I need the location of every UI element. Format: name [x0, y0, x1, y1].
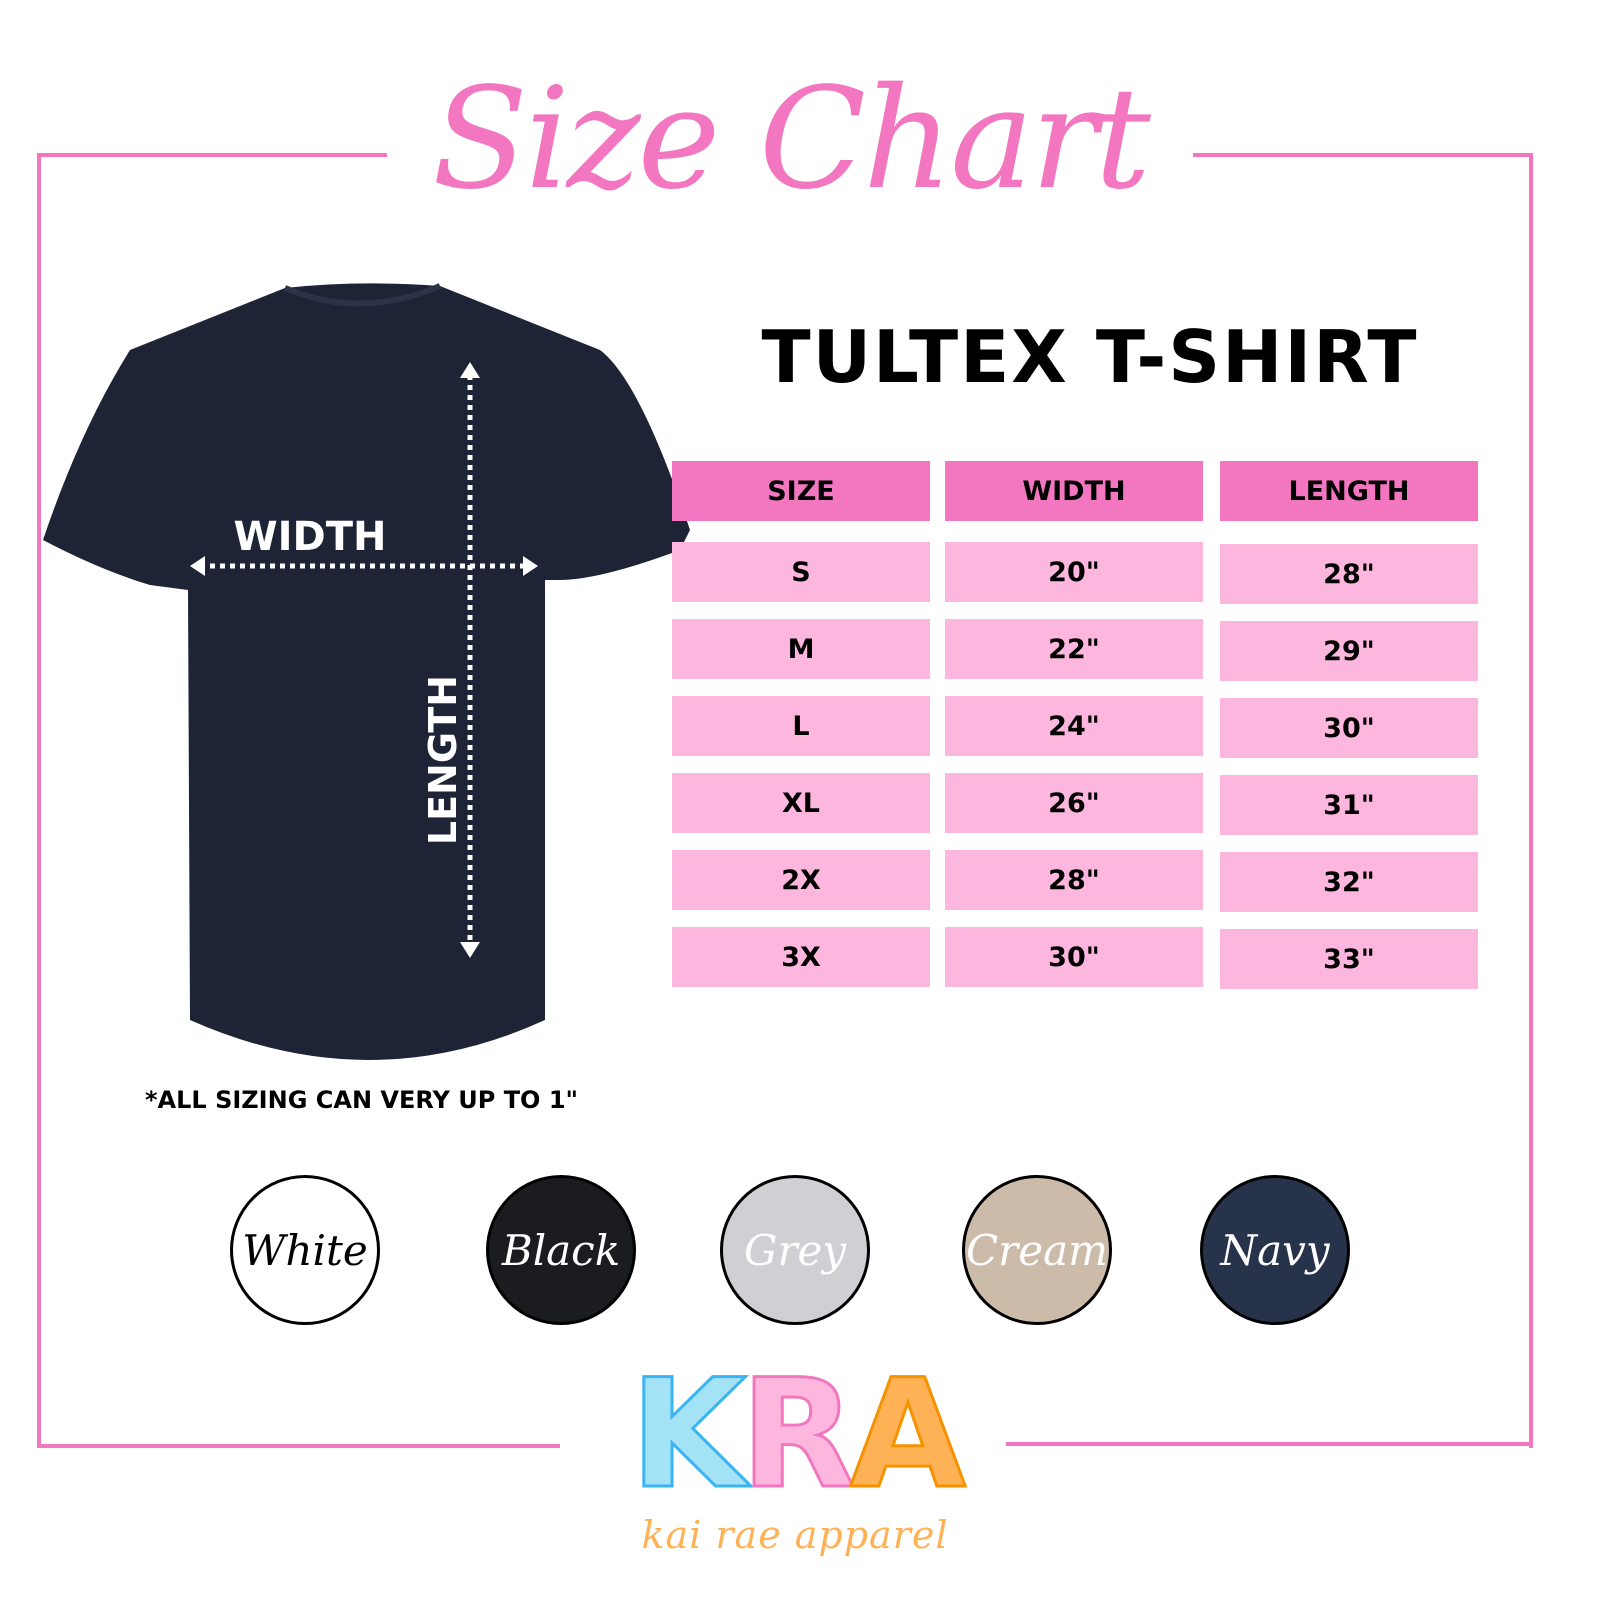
table-cell: 33" — [1220, 929, 1478, 989]
swatch-navy[interactable]: Navy — [1200, 1175, 1350, 1325]
table-cell: 2X — [672, 850, 930, 910]
table-cell: 28" — [945, 850, 1203, 910]
table-cell: 26" — [945, 773, 1203, 833]
swatch-cream[interactable]: Cream — [962, 1175, 1112, 1325]
swatch-label: Black — [501, 1225, 621, 1275]
tshirt-illustration: WIDTH LENGTH — [43, 283, 690, 1060]
frame-top-right — [1193, 153, 1533, 157]
table-cell: 30" — [1220, 698, 1478, 758]
brand-logo: KRA kai rae apparel — [595, 1348, 995, 1560]
table-cell: 30" — [945, 927, 1203, 987]
table-cell: M — [672, 619, 930, 679]
swatch-label: Navy — [1220, 1225, 1330, 1275]
table-cell: 32" — [1220, 852, 1478, 912]
product-name: TULTEX T-SHIRT — [761, 315, 1419, 399]
header-length: LENGTH — [1220, 461, 1478, 521]
length-label: LENGTH — [421, 675, 465, 845]
frame-top-left — [37, 153, 387, 157]
page-title: Size Chart — [432, 58, 1151, 221]
header-width: WIDTH — [945, 461, 1203, 521]
table-cell: 22" — [945, 619, 1203, 679]
swatch-white[interactable]: White — [230, 1175, 380, 1325]
table-cell: 29" — [1220, 621, 1478, 681]
frame-left — [37, 153, 41, 1448]
header-size: SIZE — [672, 461, 930, 521]
table-cell: 20" — [945, 542, 1203, 602]
frame-right — [1529, 153, 1533, 1448]
logo-letters: KRA — [629, 1348, 968, 1522]
table-cell: L — [672, 696, 930, 756]
table-cell: S — [672, 542, 930, 602]
table-cell: 28" — [1220, 544, 1478, 604]
swatch-label: White — [242, 1225, 368, 1275]
swatch-label: Grey — [743, 1225, 847, 1275]
swatch-grey[interactable]: Grey — [720, 1175, 870, 1325]
table-cell: 31" — [1220, 775, 1478, 835]
swatch-black[interactable]: Black — [486, 1175, 636, 1325]
table-cell: XL — [672, 773, 930, 833]
frame-bottom-left — [37, 1444, 560, 1448]
table-cell: 24" — [945, 696, 1203, 756]
swatch-label: Cream — [966, 1225, 1108, 1275]
logo-tagline: kai rae apparel — [641, 1513, 949, 1557]
tshirt-shape — [43, 283, 690, 1060]
width-label: WIDTH — [234, 514, 387, 560]
sizing-note: *ALL SIZING CAN VERY UP TO 1" — [145, 1086, 579, 1114]
table-cell: 3X — [672, 927, 930, 987]
frame-bottom-right — [1006, 1442, 1533, 1446]
